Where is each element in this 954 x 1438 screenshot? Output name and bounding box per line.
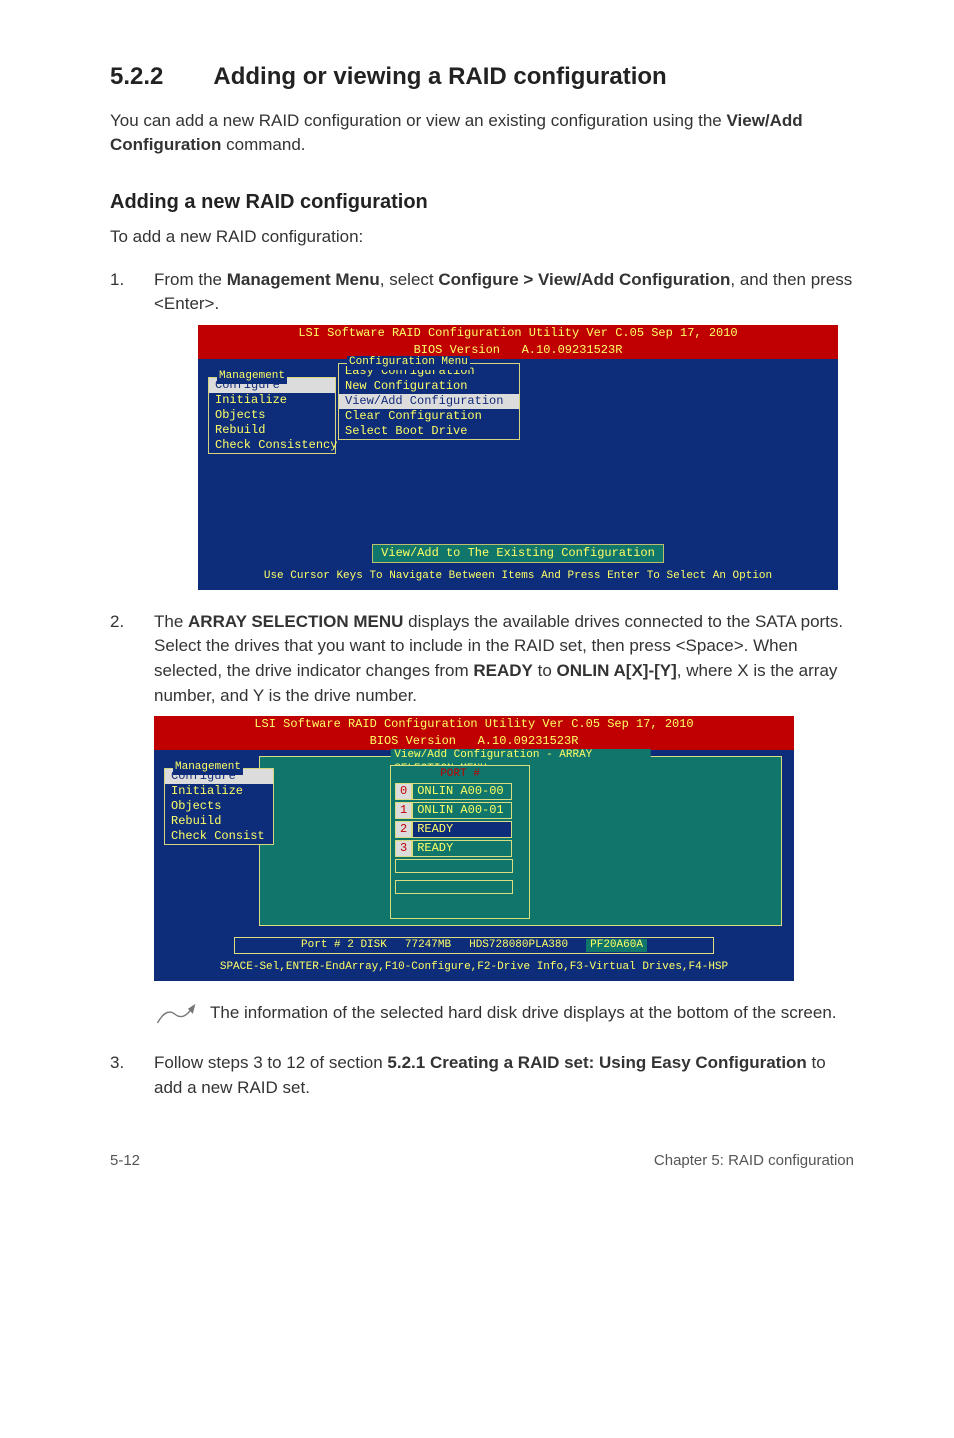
step-1-body: From the Management Menu, select Configu…	[154, 268, 854, 602]
bios2-empty-row	[395, 859, 513, 873]
note-row: The information of the selected hard dis…	[154, 1001, 854, 1031]
bios2-info-part: Port # 2 DISK	[301, 939, 387, 953]
page-footer: 5-12 Chapter 5: RAID configuration	[110, 1150, 854, 1172]
bios1-mgmt-item: Initialize	[209, 393, 335, 408]
bios2-title1: LSI Software RAID Configuration Utility …	[154, 716, 794, 733]
note-text: The information of the selected hard dis…	[210, 1001, 854, 1026]
bios1-cfg-title: Configuration Menu	[347, 356, 470, 370]
bios2-mgmt-item: Initialize	[165, 784, 273, 799]
bios2-footer: SPACE-Sel,ENTER-EndArray,F10-Configure,F…	[154, 960, 794, 981]
step-3-number: 3.	[110, 1051, 154, 1100]
bios-screenshot-1: LSI Software RAID Configuration Utility …	[198, 325, 838, 590]
step3-prefix: Follow steps 3 to 12 of section	[154, 1053, 387, 1072]
step2-mid2: to	[533, 661, 557, 680]
bios-screenshot-2: LSI Software RAID Configuration Utility …	[154, 716, 794, 981]
step1-mid: , select	[380, 270, 439, 289]
intro-prefix: You can add a new RAID configuration or …	[110, 111, 726, 130]
intro-suffix: command.	[221, 135, 305, 154]
bios2-mgmt-item: Check Consist	[165, 829, 273, 844]
bios2-empty-row	[395, 880, 513, 894]
bios1-cfg-item: View/Add Configuration	[339, 394, 519, 409]
bios1-footer: Use Cursor Keys To Navigate Between Item…	[198, 569, 838, 590]
section-heading: 5.2.2 Adding or viewing a RAID configurat…	[110, 60, 854, 95]
intro-paragraph: You can add a new RAID configuration or …	[110, 109, 854, 158]
bios1-cfg-item: Select Boot Drive	[339, 424, 519, 439]
step1-prefix: From the	[154, 270, 227, 289]
step-2-number: 2.	[110, 610, 154, 993]
pen-icon	[154, 1001, 196, 1031]
step-3: 3. Follow steps 3 to 12 of section 5.2.1…	[110, 1051, 854, 1100]
bios1-title1: LSI Software RAID Configuration Utility …	[198, 325, 838, 342]
subintro: To add a new RAID configuration:	[110, 225, 854, 250]
bios1-mgmt-title: Management	[217, 370, 287, 384]
bios2-mgmt-title: Management	[173, 761, 243, 775]
subheading: Adding a new RAID configuration	[110, 188, 854, 217]
section-number: 5.2.2	[110, 60, 163, 95]
bios2-row-idx: 1	[395, 802, 412, 819]
step2-prefix: The	[154, 612, 188, 631]
section-title: Adding or viewing a RAID configuration	[213, 63, 666, 90]
bios1-mgmt-item: Check Consistency	[209, 438, 335, 453]
bios1-cfg-item: New Configuration	[339, 379, 519, 394]
bios2-row-idx: 2	[395, 821, 412, 838]
step2-b1: ARRAY SELECTION MENU	[188, 612, 403, 631]
bios1-mgmt-item: Objects	[209, 408, 335, 423]
footer-left: 5-12	[110, 1150, 140, 1172]
bios2-info-part: HDS728080PLA380	[469, 939, 568, 953]
bios1-status: View/Add to The Existing Configuration	[372, 544, 664, 563]
bios1-mgmt-item: Rebuild	[209, 423, 335, 438]
bios2-row-label: READY	[412, 840, 512, 857]
bios2-mgmt-item: Rebuild	[165, 814, 273, 829]
step-2-body: The ARRAY SELECTION MENU displays the av…	[154, 610, 854, 993]
bios2-row-idx: 3	[395, 840, 412, 857]
bios2-row-label: ONLIN A00-00	[412, 783, 512, 800]
bios2-row-idx: 0	[395, 783, 412, 800]
bios2-row-label: ONLIN A00-01	[412, 802, 512, 819]
bios2-title2: BIOS Version A.10.09231523R	[154, 733, 794, 750]
bios2-info-part: PF20A60A	[586, 939, 647, 953]
step-3-body: Follow steps 3 to 12 of section 5.2.1 Cr…	[154, 1051, 854, 1100]
step2-b2: READY	[473, 661, 533, 680]
bios2-row-label: READY	[412, 821, 512, 838]
step1-b1: Management Menu	[227, 270, 380, 289]
step1-b2: Configure > View/Add Configuration	[438, 270, 730, 289]
bios2-info-part: 77247MB	[405, 939, 451, 953]
step-2: 2. The ARRAY SELECTION MENU displays the…	[110, 610, 854, 993]
bios1-title2: BIOS Version A.10.09231523R	[198, 342, 838, 359]
step2-b3: ONLIN A[X]-[Y]	[557, 661, 677, 680]
bios2-mgmt-item: Objects	[165, 799, 273, 814]
bios1-cfg-item: Clear Configuration	[339, 409, 519, 424]
footer-right: Chapter 5: RAID configuration	[654, 1150, 854, 1172]
bios2-port-header: PORT #	[395, 768, 525, 782]
step-1-number: 1.	[110, 268, 154, 602]
step3-b1: 5.2.1 Creating a RAID set: Using Easy Co…	[387, 1053, 806, 1072]
step-1: 1. From the Management Menu, select Conf…	[110, 268, 854, 602]
